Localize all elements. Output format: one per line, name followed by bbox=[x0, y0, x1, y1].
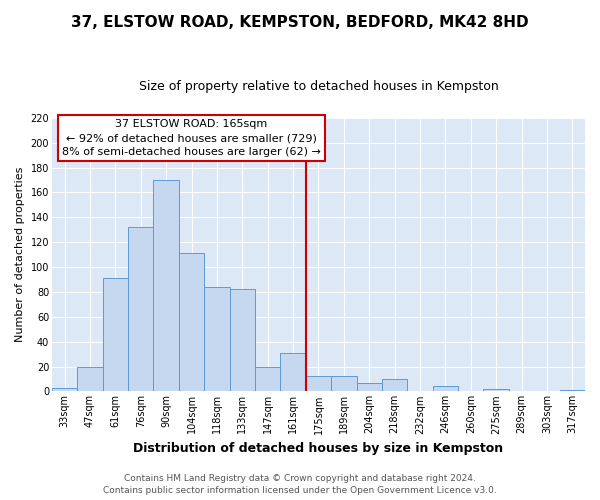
Bar bbox=[204, 287, 230, 392]
Bar bbox=[382, 379, 407, 392]
Bar bbox=[331, 376, 356, 392]
Bar bbox=[280, 353, 306, 392]
Bar bbox=[154, 180, 179, 392]
Bar bbox=[77, 366, 103, 392]
Bar bbox=[179, 254, 204, 392]
Text: 37 ELSTOW ROAD: 165sqm
← 92% of detached houses are smaller (729)
8% of semi-det: 37 ELSTOW ROAD: 165sqm ← 92% of detached… bbox=[62, 119, 321, 157]
Y-axis label: Number of detached properties: Number of detached properties bbox=[15, 167, 25, 342]
Bar bbox=[230, 290, 255, 392]
Bar bbox=[128, 227, 154, 392]
Bar bbox=[484, 389, 509, 392]
Bar bbox=[560, 390, 585, 392]
Title: Size of property relative to detached houses in Kempston: Size of property relative to detached ho… bbox=[139, 80, 499, 93]
Bar bbox=[306, 376, 331, 392]
Text: Contains HM Land Registry data © Crown copyright and database right 2024.
Contai: Contains HM Land Registry data © Crown c… bbox=[103, 474, 497, 495]
Bar bbox=[356, 382, 382, 392]
Bar bbox=[433, 386, 458, 392]
X-axis label: Distribution of detached houses by size in Kempston: Distribution of detached houses by size … bbox=[133, 442, 503, 455]
Bar bbox=[52, 388, 77, 392]
Bar bbox=[103, 278, 128, 392]
Bar bbox=[255, 366, 280, 392]
Text: 37, ELSTOW ROAD, KEMPSTON, BEDFORD, MK42 8HD: 37, ELSTOW ROAD, KEMPSTON, BEDFORD, MK42… bbox=[71, 15, 529, 30]
